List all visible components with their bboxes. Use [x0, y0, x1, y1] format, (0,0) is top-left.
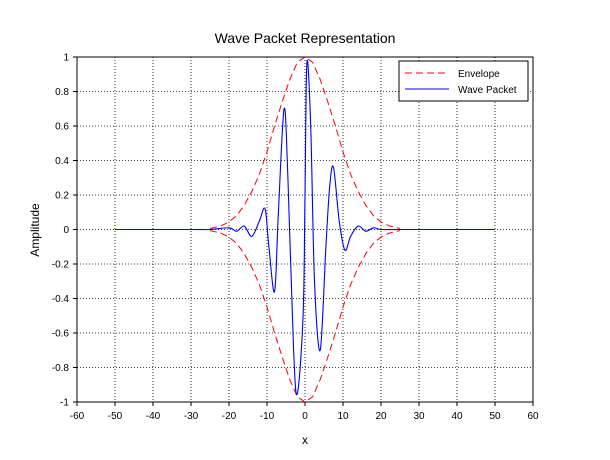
x-tick-label: -30	[184, 411, 199, 422]
x-tick-label: -40	[146, 411, 161, 422]
x-tick-label: 30	[413, 411, 425, 422]
y-tick-label: 0.2	[55, 191, 69, 202]
wave-packet-line	[115, 59, 495, 396]
legend-box	[398, 60, 529, 102]
y-tick-label: 0.6	[55, 122, 69, 133]
y-tick-label: -0.4	[52, 294, 70, 305]
y-tick-label: -1	[60, 398, 69, 409]
x-tick-label: -20	[222, 411, 237, 422]
y-tick-label: 0	[63, 225, 69, 236]
legend: Envelope Wave Packet	[398, 60, 529, 102]
x-tick-label: -60	[70, 411, 85, 422]
envelope-lower-line	[209, 230, 401, 403]
y-tick-label: 0.4	[55, 156, 69, 167]
legend-label-envelope: Envelope	[458, 69, 500, 80]
x-tick-label: 20	[375, 411, 387, 422]
x-tick-label: 40	[451, 411, 463, 422]
x-tick-label: -50	[108, 411, 123, 422]
y-axis-label: Amplitude	[28, 203, 42, 257]
y-tick-label: -0.6	[52, 329, 70, 340]
x-tick-label: -10	[260, 411, 275, 422]
x-tick-label: 50	[489, 411, 501, 422]
envelope-upper-line	[209, 56, 401, 229]
x-axis-label: x	[302, 433, 308, 447]
x-tick-label: 60	[527, 411, 539, 422]
x-tick-label: 10	[337, 411, 349, 422]
y-tick-label: -0.2	[52, 260, 70, 271]
chart-title: Wave Packet Representation	[215, 30, 396, 46]
x-tick-label: 0	[302, 411, 308, 422]
y-tick-label: -0.8	[52, 363, 70, 374]
y-tick-label: 1	[63, 53, 69, 64]
y-tick-label: 0.8	[55, 87, 69, 98]
series-group	[115, 56, 495, 403]
legend-label-wave-packet: Wave Packet	[458, 85, 517, 96]
axis-ticks: -60 -50 -40 -30 -20 -10 0 10 20 30 40 50 60-1-0.8-0.…	[52, 53, 539, 423]
